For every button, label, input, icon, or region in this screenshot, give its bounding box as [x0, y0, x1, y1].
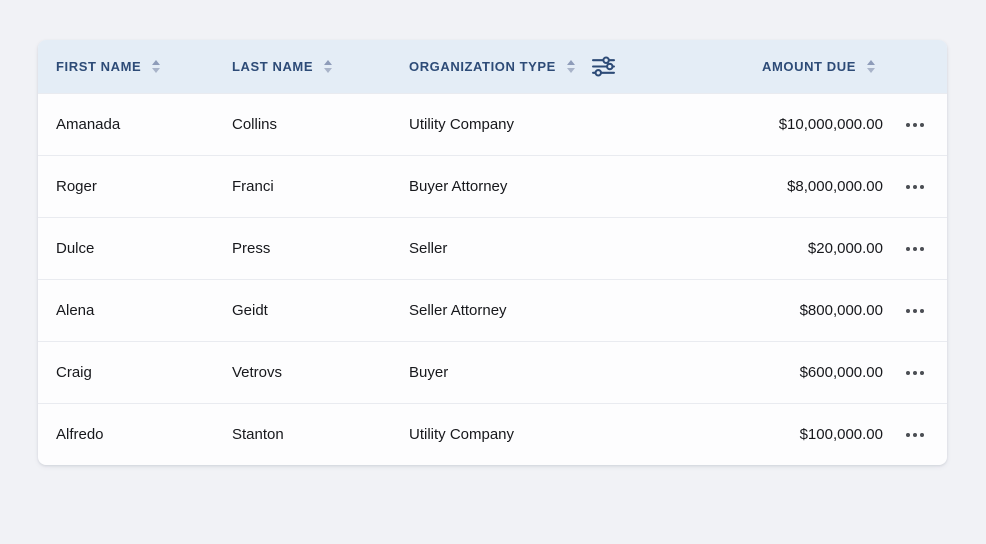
table-row: Dulce Press Seller $20,000.00	[38, 217, 947, 279]
cell-last-name: Vetrovs	[232, 364, 283, 381]
cell-first-name: Roger	[56, 178, 97, 195]
cell-last-name: Franci	[232, 178, 274, 195]
sort-updown-icon[interactable]	[150, 58, 162, 75]
cell-actions	[883, 179, 947, 195]
ellipsis-icon[interactable]	[902, 427, 928, 443]
cell-organization-type: Utility Company	[409, 426, 515, 443]
cell-last-name: Geidt	[232, 302, 268, 319]
ellipsis-icon[interactable]	[902, 241, 928, 257]
cell-actions	[883, 427, 947, 443]
table-row: Alena Geidt Seller Attorney $800,000.00	[38, 279, 947, 341]
ellipsis-icon[interactable]	[902, 303, 928, 319]
column-header-last-name[interactable]: LAST NAME	[232, 58, 409, 75]
sort-updown-icon[interactable]	[865, 58, 877, 75]
cell-amount-due: $800,000.00	[799, 302, 883, 319]
column-header-organization-type[interactable]: ORGANIZATION TYPE	[409, 56, 747, 77]
table-body: Amanada Collins Utility Company $10,000,…	[38, 93, 947, 465]
cell-amount-due: $100,000.00	[799, 426, 883, 443]
cell-amount-due: $8,000,000.00	[787, 178, 883, 195]
cell-actions	[883, 117, 947, 133]
cell-first-name: Dulce	[56, 240, 95, 257]
cell-actions	[883, 241, 947, 257]
cell-first-name: Craig	[56, 364, 92, 381]
cell-organization-type: Seller Attorney	[409, 302, 507, 319]
column-header-first-name[interactable]: FIRST NAME	[38, 58, 232, 75]
cell-amount-due: $20,000.00	[807, 240, 883, 257]
cell-first-name: Amanada	[56, 116, 121, 133]
cell-last-name: Press	[232, 240, 271, 257]
table-row: Roger Franci Buyer Attorney $8,000,000.0…	[38, 155, 947, 217]
column-label-organization-type: ORGANIZATION TYPE	[409, 59, 556, 74]
column-header-amount-due[interactable]: AMOUNT DUE	[747, 58, 883, 75]
sort-updown-icon[interactable]	[565, 58, 577, 75]
cell-organization-type: Buyer	[409, 364, 449, 381]
table-row: Alfredo Stanton Utility Company $100,000…	[38, 403, 947, 465]
cell-organization-type: Seller	[409, 240, 448, 257]
cell-first-name: Alfredo	[56, 426, 104, 443]
filter-sliders-icon[interactable]	[591, 56, 615, 77]
cell-amount-due: $10,000,000.00	[778, 116, 883, 133]
sort-updown-icon[interactable]	[322, 58, 334, 75]
ellipsis-icon[interactable]	[902, 117, 928, 133]
table-header: FIRST NAME LAST NAME ORGANIZATION TYPE	[38, 40, 947, 93]
column-label-last-name: LAST NAME	[232, 59, 314, 74]
cell-last-name: Stanton	[232, 426, 284, 443]
cell-organization-type: Utility Company	[409, 116, 515, 133]
table-row: Craig Vetrovs Buyer $600,000.00	[38, 341, 947, 403]
ellipsis-icon[interactable]	[902, 365, 928, 381]
cell-amount-due: $600,000.00	[799, 364, 883, 381]
table-row: Amanada Collins Utility Company $10,000,…	[38, 93, 947, 155]
cell-last-name: Collins	[232, 116, 278, 133]
cell-actions	[883, 365, 947, 381]
column-label-first-name: FIRST NAME	[56, 59, 142, 74]
data-table: FIRST NAME LAST NAME ORGANIZATION TYPE	[38, 40, 947, 465]
ellipsis-icon[interactable]	[902, 179, 928, 195]
column-label-amount-due: AMOUNT DUE	[762, 59, 856, 74]
cell-first-name: Alena	[56, 302, 95, 319]
cell-actions	[883, 303, 947, 319]
cell-organization-type: Buyer Attorney	[409, 178, 508, 195]
